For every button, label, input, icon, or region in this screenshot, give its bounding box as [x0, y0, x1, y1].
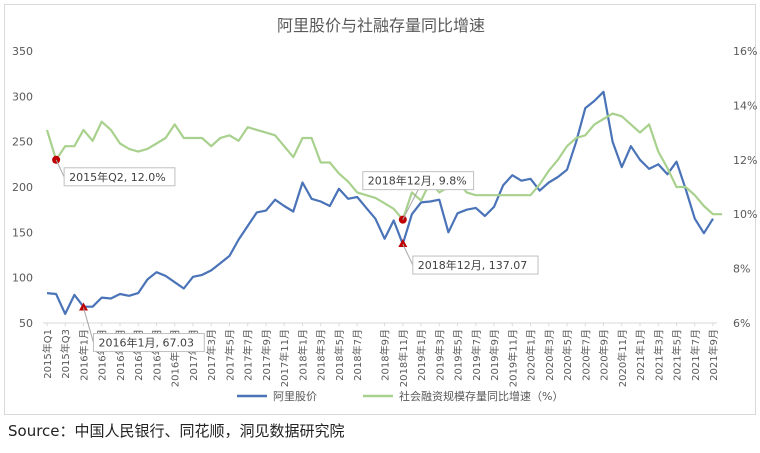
x-tick-label: 2017年9月 [260, 329, 273, 381]
x-tick-label: 2017年11月 [278, 329, 291, 387]
dual-axis-line-chart: 阿里股价与社融存量同比增速 50 100 150 200 250 300 350 6% 8% 1… [12, 16, 757, 403]
x-tick-label: 2016年1月 [77, 329, 90, 381]
right-tick-label: 8% [733, 263, 750, 276]
x-tick-label: 2021年3月 [652, 329, 665, 381]
x-tick-label: 2020年9月 [598, 329, 611, 381]
x-tick-label: 2019年7月 [470, 329, 483, 381]
right-tick-label: 14% [733, 99, 757, 112]
left-tick-label: 200 [12, 181, 33, 194]
x-tick-label: 2019年9月 [488, 329, 501, 381]
x-tick-label: 2015年Q3 [59, 329, 72, 379]
annotation-marker-triangle [398, 239, 408, 248]
x-tick-label: 2020年7月 [579, 329, 592, 381]
left-tick-label: 100 [12, 272, 33, 285]
left-tick-label: 300 [12, 90, 33, 103]
annotation-layer: 2015年Q2, 12.0% 2016年1月, 67.03 2018年12月, 9.… [52, 155, 539, 353]
x-tick-label: 2017年5月 [223, 329, 236, 381]
annotation-box [92, 333, 205, 353]
legend: 阿里股价 社会融资规模存量同比增速（%） [237, 389, 563, 403]
annotation-box [362, 171, 475, 191]
left-tick-label: 250 [12, 136, 33, 149]
left-axis: 50 100 150 200 250 300 350 [12, 45, 33, 330]
x-tick-label: 2019年3月 [433, 329, 446, 381]
chart-title: 阿里股价与社融存量同比增速 [277, 16, 485, 35]
legend-label-social-financing: 社会融资规模存量同比增速（%） [399, 389, 563, 403]
x-axis: 2015年Q1 2015年Q3 2016年1月 2016年3月 2016年5月 2016年… [41, 322, 720, 387]
right-tick-label: 16% [733, 45, 757, 58]
annotation-leader [402, 189, 419, 220]
left-tick-label: 350 [12, 45, 33, 58]
x-tick-label: 2018年1月 [296, 329, 309, 381]
x-tick-label: 2017年7月 [242, 329, 255, 381]
x-tick-label: 2019年5月 [452, 329, 465, 381]
x-tick-label: 2018年5月 [333, 329, 346, 381]
chart-frame: 阿里股价与社融存量同比增速 50 100 150 200 250 300 350 6% 8% 1… [4, 4, 757, 415]
series-layer [45, 90, 723, 315]
legend-label-stock-price: 阿里股价 [273, 390, 317, 403]
x-tick-label: 2020年11月 [616, 329, 629, 387]
right-tick-label: 10% [733, 208, 757, 221]
right-tick-label: 12% [733, 154, 757, 167]
annotation-box [412, 255, 539, 275]
stock-price-line [46, 90, 714, 315]
x-tick-label: 2021年9月 [707, 329, 720, 381]
annotation-label: 2016年1月, 67.03 [98, 336, 193, 350]
annotation-leader [402, 243, 414, 266]
annotation-leader [83, 307, 94, 343]
x-tick-label: 2018年3月 [315, 329, 328, 381]
x-tick-label: 2019年1月 [415, 329, 428, 381]
social-financing-growth-line [45, 112, 723, 221]
right-tick-label: 6% [733, 317, 750, 330]
x-tick-label: 2018年7月 [351, 329, 364, 381]
source-note: Source：中国人民银行、同花顺，洞见数据研究院 [8, 422, 345, 440]
annotation-label: 2018年12月, 9.8% [368, 174, 467, 188]
x-tick-label: 2021年1月 [634, 329, 647, 381]
annotation-leader [55, 159, 65, 178]
annotation-label: 2015年Q2, 12.0% [69, 170, 166, 184]
right-axis: 6% 8% 10% 12% 14% 16% [733, 45, 757, 330]
annotation-box [63, 167, 176, 187]
annotation-label: 2018年12月, 137.07 [418, 258, 527, 272]
annotation-marker-triangle [78, 302, 88, 311]
x-tick-label: 2019年11月 [506, 329, 519, 387]
x-tick-label: 2018年9月 [379, 329, 392, 381]
x-tick-label: 2017年3月 [205, 329, 218, 381]
x-tick-label: 2021年5月 [671, 329, 684, 381]
x-tick-label: 2015年Q1 [41, 329, 54, 379]
x-tick-label: 2020年5月 [561, 329, 574, 381]
left-tick-label: 50 [19, 317, 33, 330]
left-tick-label: 150 [12, 226, 33, 239]
x-tick-label: 2021年7月 [689, 329, 702, 381]
x-tick-label: 2020年1月 [525, 329, 538, 381]
x-tick-label: 2020年3月 [543, 329, 556, 381]
x-tick-label: 2018年11月 [397, 329, 410, 387]
